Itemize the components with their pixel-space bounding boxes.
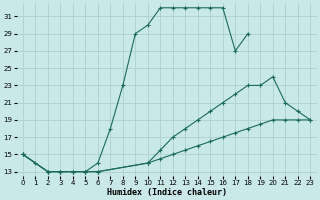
X-axis label: Humidex (Indice chaleur): Humidex (Indice chaleur) [107,188,227,197]
